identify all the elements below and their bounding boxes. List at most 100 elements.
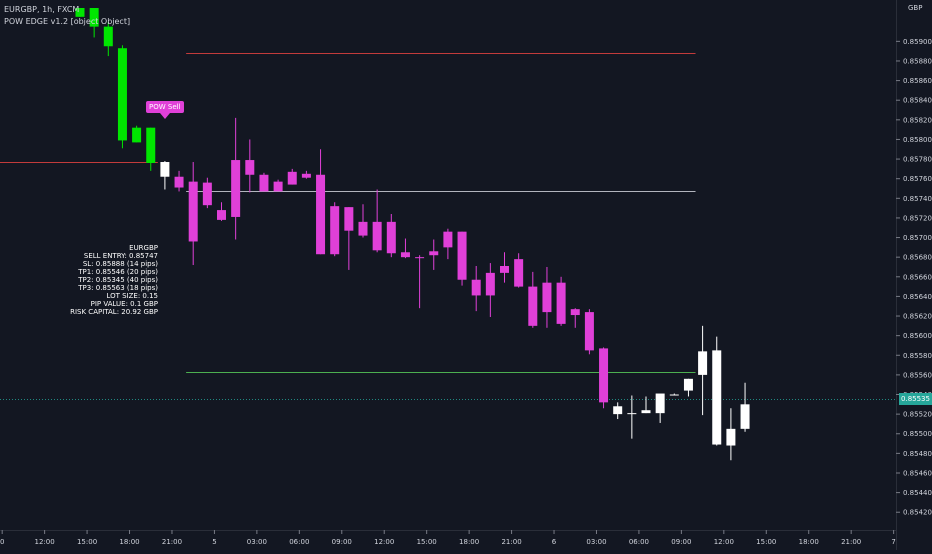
candle-body [160, 162, 170, 177]
candle-body [726, 428, 736, 446]
candle [429, 239, 439, 270]
current-price-badge: 0.85535 [899, 393, 932, 406]
indicator-title: POW EDGE v1.2 [object Object] [4, 17, 131, 26]
candle [641, 396, 651, 414]
candle [301, 170, 311, 179]
time-tick-label: 7 [891, 538, 895, 546]
candle-body [202, 182, 212, 206]
time-tick-label: 18:00 [459, 538, 479, 546]
candle-body [415, 257, 425, 259]
price-tick-label: 0.85700 [903, 234, 932, 242]
time-tick-label: 12:00 [714, 538, 734, 546]
time-tick-label: 5 [212, 538, 216, 546]
price-tick-label: 0.85640 [903, 293, 932, 301]
price-tick-label: 0.85580 [903, 352, 932, 360]
candle [400, 238, 410, 259]
candle [386, 214, 396, 258]
candle-body [245, 160, 255, 175]
candle [146, 127, 156, 171]
candle-body [386, 221, 396, 254]
candle-body [740, 404, 750, 429]
candle-body [259, 174, 269, 192]
candle-body [599, 348, 609, 403]
price-tick-label: 0.85480 [903, 450, 932, 458]
sell-signal-label: POW Sell [146, 101, 184, 119]
price-tick-label: 0.85560 [903, 371, 932, 379]
candle [273, 179, 283, 192]
time-tick-label: 21:00 [841, 538, 861, 546]
candle-body [500, 266, 509, 273]
price-tick-label: 0.85760 [903, 175, 932, 183]
candle [613, 402, 623, 420]
price-tick-label: 0.85820 [903, 116, 932, 124]
info-symbol: EURGBP [129, 244, 158, 252]
candle-body [330, 206, 340, 255]
info-risk-capital: RISK CAPITAL: 20.92 GBP [70, 308, 158, 316]
info-lot-size: LOT SIZE: 0.15 [106, 292, 158, 300]
candle-body [542, 282, 552, 313]
candle-body [698, 351, 708, 375]
candle [712, 336, 722, 446]
candle [117, 45, 127, 149]
candle [542, 266, 552, 328]
candle [132, 125, 142, 143]
candle [316, 149, 326, 255]
price-tick-label: 0.85660 [903, 273, 932, 281]
candle-body [174, 176, 184, 188]
candle-body [514, 259, 524, 287]
candle-body [273, 181, 283, 192]
time-axis[interactable]: 0 12:00 15:00 18:00 21:00 5 03:00 06:00 09:00 12:… [0, 530, 896, 546]
candle-body [117, 48, 127, 141]
candle [485, 263, 495, 318]
candle-body [683, 378, 693, 391]
candle-body [613, 406, 623, 415]
time-tick-label: 15:00 [756, 538, 776, 546]
candle-body [132, 127, 142, 143]
candle-body [443, 231, 453, 248]
candle-body [528, 286, 538, 326]
candle [89, 8, 99, 38]
candles [75, 8, 750, 461]
info-pip-value: PIP VALUE: 0.1 GBP [90, 300, 158, 308]
candle [457, 231, 467, 286]
candle [75, 8, 85, 17]
candle-body [146, 127, 156, 163]
candle [443, 228, 453, 260]
candle-body [485, 272, 495, 296]
candle-body [287, 171, 297, 185]
candle-body [344, 207, 354, 231]
candle [556, 276, 566, 326]
info-sell-entry: SELL ENTRY: 0.85747 [83, 252, 158, 260]
time-tick-label: 06:00 [629, 538, 649, 546]
price-tick-label: 0.85440 [903, 489, 932, 497]
candle-body [400, 252, 410, 258]
price-tick-label: 0.85620 [903, 313, 932, 321]
time-tick-label: 06:00 [289, 538, 309, 546]
candle-body [457, 231, 467, 280]
time-tick-label: 21:00 [162, 538, 182, 546]
price-tick-label: 0.85840 [903, 97, 932, 105]
time-tick-label: 03:00 [586, 538, 606, 546]
candle [514, 253, 524, 288]
candle-body [316, 174, 326, 255]
candle [174, 170, 184, 192]
candle [698, 325, 708, 416]
candle [599, 347, 609, 409]
candle [160, 161, 170, 190]
info-tp1: TP1: 0.85546 (20 pips) [78, 268, 158, 276]
candle-body [627, 413, 637, 415]
candle [217, 202, 226, 221]
candle-body [471, 279, 481, 296]
candle-body [570, 309, 580, 316]
price-tick-label: 0.85420 [903, 509, 932, 517]
candle-body [556, 282, 566, 324]
candle [259, 172, 269, 192]
candle-body [231, 160, 241, 217]
candle-body [584, 312, 594, 351]
time-tick-label: 09:00 [671, 538, 691, 546]
candle-body [89, 8, 99, 27]
price-tick-label: 0.85900 [903, 38, 932, 46]
candle [669, 393, 679, 396]
